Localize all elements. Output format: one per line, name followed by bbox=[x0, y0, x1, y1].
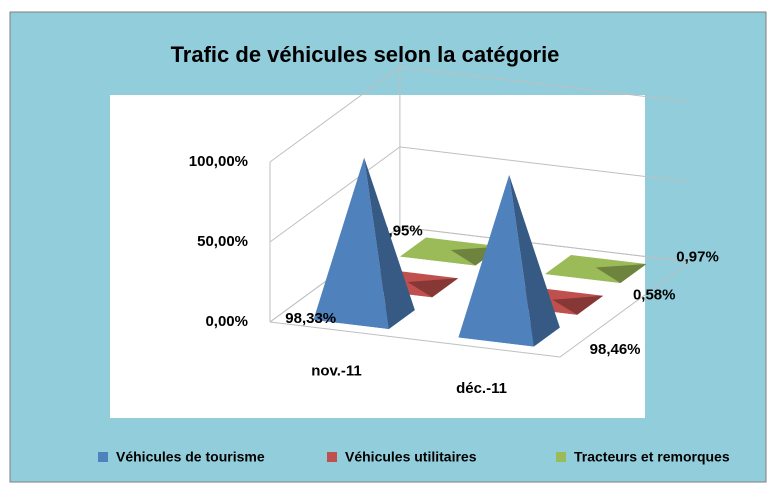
pyramid-side bbox=[407, 278, 459, 298]
data-label: 0,97% bbox=[676, 249, 719, 266]
pyramid-front bbox=[458, 174, 534, 347]
x-tick-label: déc.-11 bbox=[456, 380, 507, 397]
pyramid-front bbox=[313, 157, 389, 329]
pyramid-side bbox=[364, 157, 415, 329]
legend-label: Véhicules utilitaires bbox=[345, 449, 477, 465]
pyramid bbox=[458, 174, 560, 347]
grid-line bbox=[269, 146, 690, 243]
legend-swatch bbox=[556, 452, 566, 462]
data-label: 98,33% bbox=[285, 310, 336, 327]
y-tick-label: 100,00% bbox=[189, 153, 248, 170]
pyramid-side bbox=[509, 174, 560, 347]
pyramid-side bbox=[552, 295, 604, 315]
legend-label: Tracteurs et remorques bbox=[574, 449, 730, 465]
pyramid-front bbox=[545, 267, 621, 284]
pyramid-side bbox=[595, 264, 647, 284]
data-label: 0,95% bbox=[380, 222, 423, 239]
pyramid bbox=[313, 157, 415, 329]
legend-swatch bbox=[327, 452, 337, 462]
chart-title: Trafic de véhicules selon la catégorie bbox=[171, 42, 560, 67]
legend-label: Véhicules de tourisme bbox=[116, 449, 265, 465]
grid-line bbox=[269, 66, 690, 163]
data-label: 0,58% bbox=[633, 286, 676, 303]
x-tick-label: nov.-11 bbox=[311, 363, 362, 380]
data-label: 98,46% bbox=[590, 341, 641, 358]
grid-line bbox=[269, 226, 690, 323]
pyramid bbox=[545, 254, 647, 284]
y-tick-label: 50,00% bbox=[197, 233, 248, 250]
pyramid-front bbox=[400, 249, 476, 266]
y-tick-label: 0,00% bbox=[205, 313, 248, 330]
legend-swatch bbox=[98, 452, 108, 462]
